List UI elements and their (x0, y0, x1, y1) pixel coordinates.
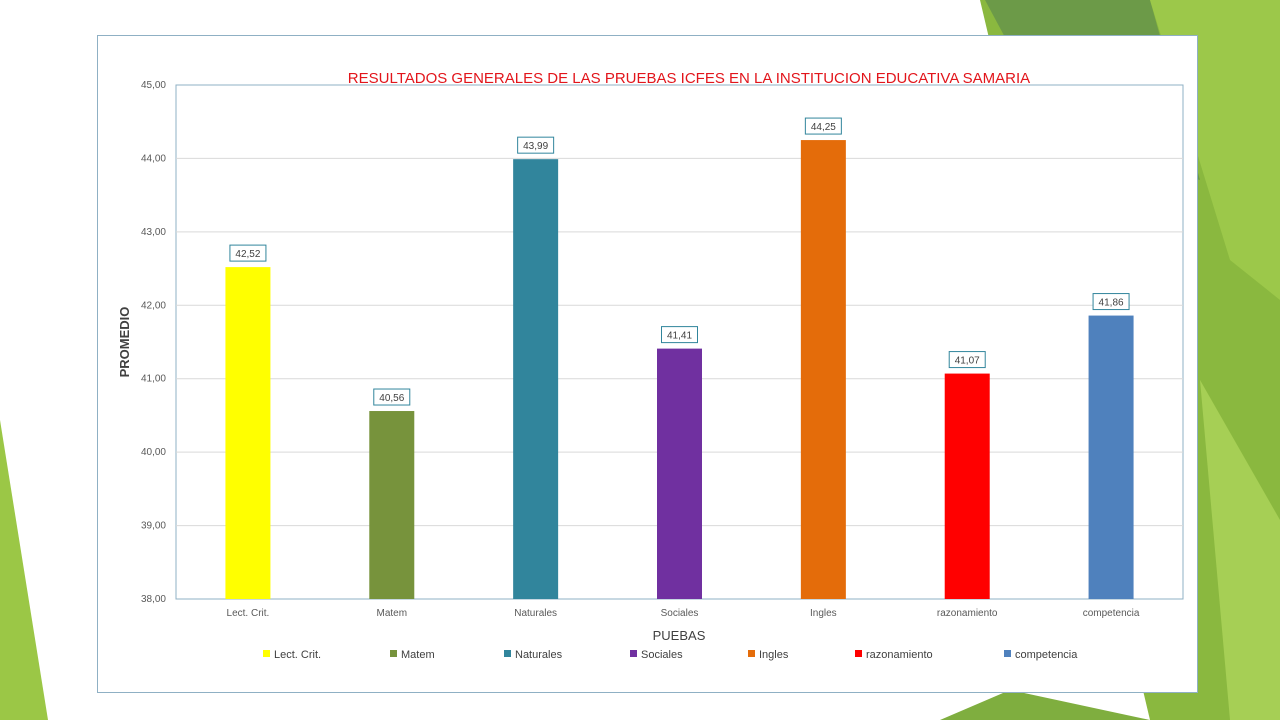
legend-swatch (1004, 650, 1011, 657)
bar-2 (513, 159, 559, 600)
left-green-triangle (0, 420, 48, 720)
data-label-box (1092, 293, 1130, 311)
data-label-box (517, 136, 555, 154)
legend-entry: Sociales (641, 649, 683, 661)
bar-0 (225, 267, 271, 599)
data-label: 41,07 (955, 356, 980, 367)
legend-entry: Ingles (759, 649, 789, 661)
y-tick-label: 39,00 (141, 521, 166, 532)
bottom-green-accent (940, 690, 1150, 720)
legend-entry: Naturales (515, 649, 563, 661)
x-tick-label: Lect. Crit. (227, 608, 270, 619)
x-tick-label: razonamiento (937, 608, 998, 619)
bar-1 (369, 411, 415, 599)
y-tick-label: 43,00 (141, 227, 166, 238)
data-label: 41,41 (667, 331, 692, 342)
chart-title: RESULTADOS GENERALES DE LAS PRUEBAS ICFE… (348, 70, 1030, 87)
legend-entry: Matem (401, 649, 435, 661)
data-label-box (948, 351, 986, 369)
data-label: 44,25 (811, 122, 836, 133)
data-label-box (804, 117, 842, 135)
data-label: 42,52 (235, 249, 260, 260)
x-axis-title: PUEBAS (653, 628, 706, 643)
legend-swatch (263, 650, 270, 657)
x-tick-labels: Lect. Crit. Matem Naturales Sociales Ingles r… (227, 608, 1140, 619)
legend-entry: Lect. Crit. (274, 649, 321, 661)
legend-swatch (630, 650, 637, 657)
legend-entry: razonamiento (866, 649, 933, 661)
y-tick-labels: 38,00 39,00 40,00 41,00 42,00 43,00 44,00 45,00 (141, 80, 166, 605)
chart-area: RESULTADOS GENERALES DE LAS PRUEBAS ICFE… (97, 35, 1198, 693)
data-label-box (229, 244, 267, 262)
bar-4 (800, 140, 846, 600)
y-tick-label: 42,00 (141, 300, 166, 311)
x-tick-label: Naturales (514, 608, 557, 619)
legend-swatch (855, 650, 862, 657)
y-tick-label: 44,00 (141, 153, 166, 164)
bar-3 (657, 348, 702, 599)
y-axis-title: PROMEDIO (117, 307, 132, 378)
bar-6 (1088, 315, 1134, 599)
y-tick-label: 45,00 (141, 80, 166, 91)
data-label: 43,99 (523, 141, 548, 152)
data-label: 40,56 (379, 393, 404, 404)
data-label: 41,86 (1099, 298, 1124, 309)
x-tick-label: Matem (377, 608, 408, 619)
legend-entry: competencia (1015, 649, 1078, 661)
legend-swatch (748, 650, 755, 657)
right-lower-accent (1200, 380, 1280, 720)
legend-swatch (504, 650, 511, 657)
y-tick-label: 38,00 (141, 594, 166, 605)
data-label-box (661, 326, 698, 344)
legend: Lect. Crit. Matem Naturales Sociales Ingles r… (263, 649, 1078, 661)
bar-5 (944, 373, 990, 599)
data-label-box (373, 388, 411, 406)
y-tick-label: 41,00 (141, 374, 166, 385)
x-tick-label: Ingles (810, 608, 837, 619)
gridlines (176, 157, 1183, 527)
bars: 42,52 40,56 43,99 41,41 44,25 41,07 41,86 (225, 117, 1134, 600)
x-tick-label: competencia (1083, 608, 1140, 619)
legend-swatch (390, 650, 397, 657)
x-tick-label: Sociales (661, 608, 699, 619)
y-tick-label: 40,00 (141, 447, 166, 458)
bar-chart: RESULTADOS GENERALES DE LAS PRUEBAS ICFE… (117, 70, 1184, 661)
